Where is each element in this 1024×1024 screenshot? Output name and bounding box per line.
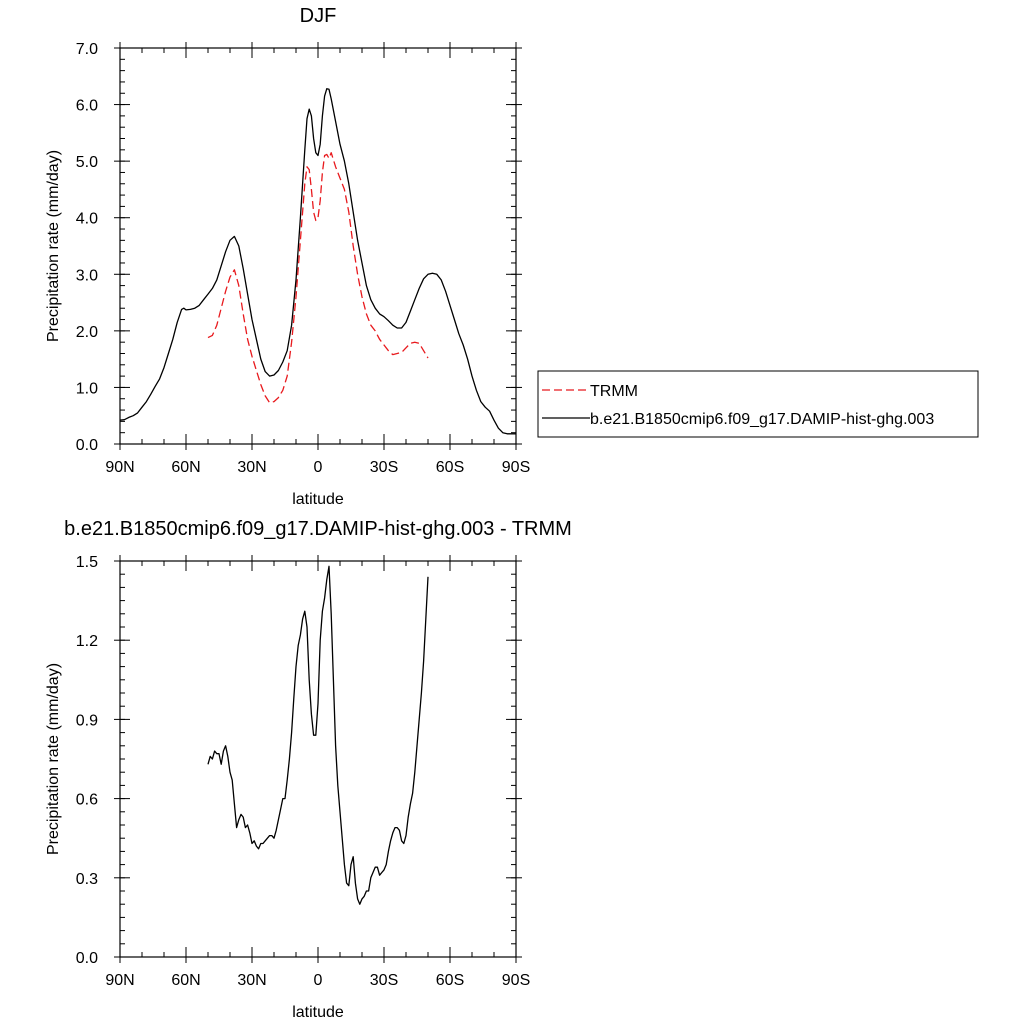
y-tick-label: 7.0 <box>76 41 98 58</box>
series-line-trmm <box>207 152 429 404</box>
y-tick-label: 0.0 <box>76 950 98 967</box>
difference-precipitation-chart: b.e21.B1850cmip6.f09_g17.DAMIP-hist-ghg.… <box>45 518 572 1021</box>
y-axis-label: Precipitation rate (mm/day) <box>45 150 62 342</box>
series-line-b-e21-b1850cmip6-f09-g17-damip-hist-ghg-003 <box>119 88 516 435</box>
x-tick-label: 30S <box>370 459 398 476</box>
y-tick-label: 3.0 <box>76 267 98 284</box>
y-axis-label: Precipitation rate (mm/day) <box>45 663 62 855</box>
y-tick-label: 0.3 <box>76 871 98 888</box>
djf-precipitation-chart: DJF 90N 60N 30N 0 30S 60S 90S 0.0 1.0 2.0 3.0 4.0 5.0… <box>45 5 530 508</box>
y-tick-label: 0.9 <box>76 712 98 729</box>
legend-label-0: TRMM <box>590 383 638 400</box>
legend-box <box>537 370 979 438</box>
x-tick-label: 30N <box>237 972 266 989</box>
y-tick-label: 1.5 <box>76 554 98 571</box>
chart-legend: TRMM b.e21.B1850cmip6.f09_g17.DAMIP-hist-… <box>537 370 979 438</box>
plot-frame <box>119 560 517 958</box>
x-axis-label: latitude <box>292 491 344 508</box>
y-tick-label: 2.0 <box>76 324 98 341</box>
x-tick-label: 60N <box>171 972 200 989</box>
x-tick-label: 90N <box>105 972 134 989</box>
x-tick-label: 0 <box>314 459 323 476</box>
y-tick-label: 0.6 <box>76 792 98 809</box>
legend-label-1: b.e21.B1850cmip6.f09_g17.DAMIP-hist-ghg.… <box>590 411 934 428</box>
x-tick-label: 30S <box>370 972 398 989</box>
chart-title: b.e21.B1850cmip6.f09_g17.DAMIP-hist-ghg.… <box>64 518 572 540</box>
x-tick-label: 90S <box>502 459 530 476</box>
x-tick-label: 60N <box>171 459 200 476</box>
x-tick-label: 30N <box>237 459 266 476</box>
plot-frame <box>119 47 517 445</box>
x-tick-label: 0 <box>314 972 323 989</box>
x-tick-label: 60S <box>436 459 464 476</box>
x-tick-label: 60S <box>436 972 464 989</box>
y-tick-label: 5.0 <box>76 154 98 171</box>
chart-title: DJF <box>300 5 337 27</box>
y-tick-label: 1.0 <box>76 380 98 397</box>
x-tick-label: 90N <box>105 459 134 476</box>
x-tick-label: 90S <box>502 972 530 989</box>
y-tick-label: 4.0 <box>76 211 98 228</box>
x-axis-label: latitude <box>292 1004 344 1021</box>
difference-series-line <box>207 565 429 905</box>
y-tick-label: 1.2 <box>76 633 98 650</box>
y-tick-label: 0.0 <box>76 437 98 454</box>
y-tick-label: 6.0 <box>76 98 98 115</box>
